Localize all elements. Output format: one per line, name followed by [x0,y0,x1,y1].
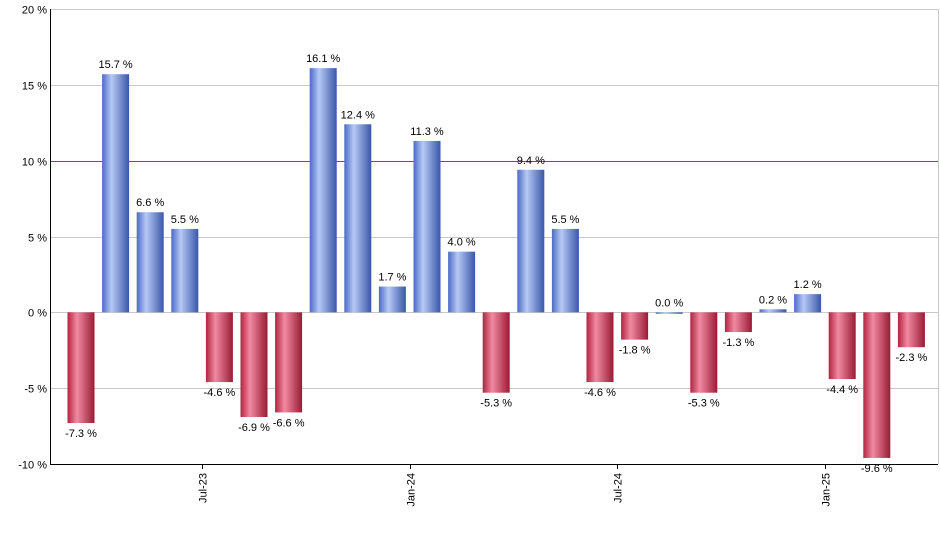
axis-layer: -10 % -5 % 0 % 5 % 10 % 20 % 15 % Jul-23 Jan-24 J… [18,5,939,507]
bar [517,169,545,313]
data-label: -4.6 % [204,387,236,399]
bar [482,312,510,393]
bar [586,312,614,383]
data-label: 0.2 % [759,294,787,306]
data-label: 0.0 % [655,297,683,309]
bar [448,251,476,313]
data-label: 1.2 % [794,279,822,291]
data-label: 4.0 % [448,237,476,249]
bar [275,312,303,413]
data-label: -1.3 % [723,337,755,349]
data-label: 11.3 % [410,126,444,138]
data-label: 1.7 % [378,272,406,284]
data-label: 16.1 % [306,53,340,65]
data-label: -2.3 % [896,352,928,364]
y-tick-label: 10 % [22,157,47,169]
bar-layer [67,68,925,458]
x-tick-label: Jan-24 [406,473,418,507]
y-tick-label: 15 % [22,81,47,93]
x-tick-label: Jan-25 [821,473,833,507]
data-label: -4.6 % [584,387,616,399]
bar [136,212,164,313]
bar [171,228,199,313]
bar [794,294,822,313]
data-label: -1.8 % [619,345,651,357]
data-label: -5.3 % [480,398,512,410]
x-tick-label: Jul-24 [613,473,625,503]
bar [205,312,233,383]
bar [724,312,752,333]
data-label: -7.3 % [65,428,97,440]
bar [690,312,718,393]
data-label: -4.4 % [826,384,858,396]
data-label: 5.5 % [551,214,579,226]
data-label: 5.5 % [171,214,199,226]
data-label: -5.3 % [688,398,720,410]
bar [759,309,787,313]
y-tick-label: 0 % [28,308,47,320]
bar [828,312,856,380]
data-label: -6.6 % [273,417,305,429]
bar [863,312,891,458]
data-label: 12.4 % [341,109,375,121]
bar [655,312,683,314]
y-tick-label: 20 % [22,5,47,17]
bar [897,312,925,348]
y-tick-label: -5 % [24,384,47,396]
bar [309,68,337,313]
bar [413,140,441,313]
bar [102,74,130,313]
label-layer: -7.3 % 15.7 % 6.6 % 5.5 % -4.6 % -6.9 % -6.6 %… [65,53,927,475]
data-label: 6.6 % [136,197,164,209]
bar [378,286,406,313]
data-label: 9.4 % [517,155,545,167]
bar [621,312,649,340]
data-label: -9.6 % [861,463,893,475]
bar [67,312,95,424]
y-tick-label: -10 % [18,460,47,472]
x-tick-label: Jul-23 [198,473,210,503]
data-label: -6.9 % [238,422,270,434]
y-tick-label: 5 % [28,233,47,245]
bar [551,228,579,313]
bar [344,124,372,313]
bar [240,312,268,417]
data-label: 15.7 % [98,59,132,71]
